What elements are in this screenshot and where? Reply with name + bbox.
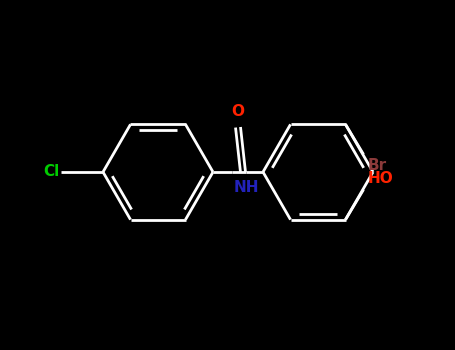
Text: HO: HO (368, 171, 393, 186)
Text: O: O (231, 104, 244, 119)
Text: Cl: Cl (43, 164, 59, 180)
Text: Br: Br (368, 158, 387, 173)
Text: NH: NH (234, 180, 259, 195)
